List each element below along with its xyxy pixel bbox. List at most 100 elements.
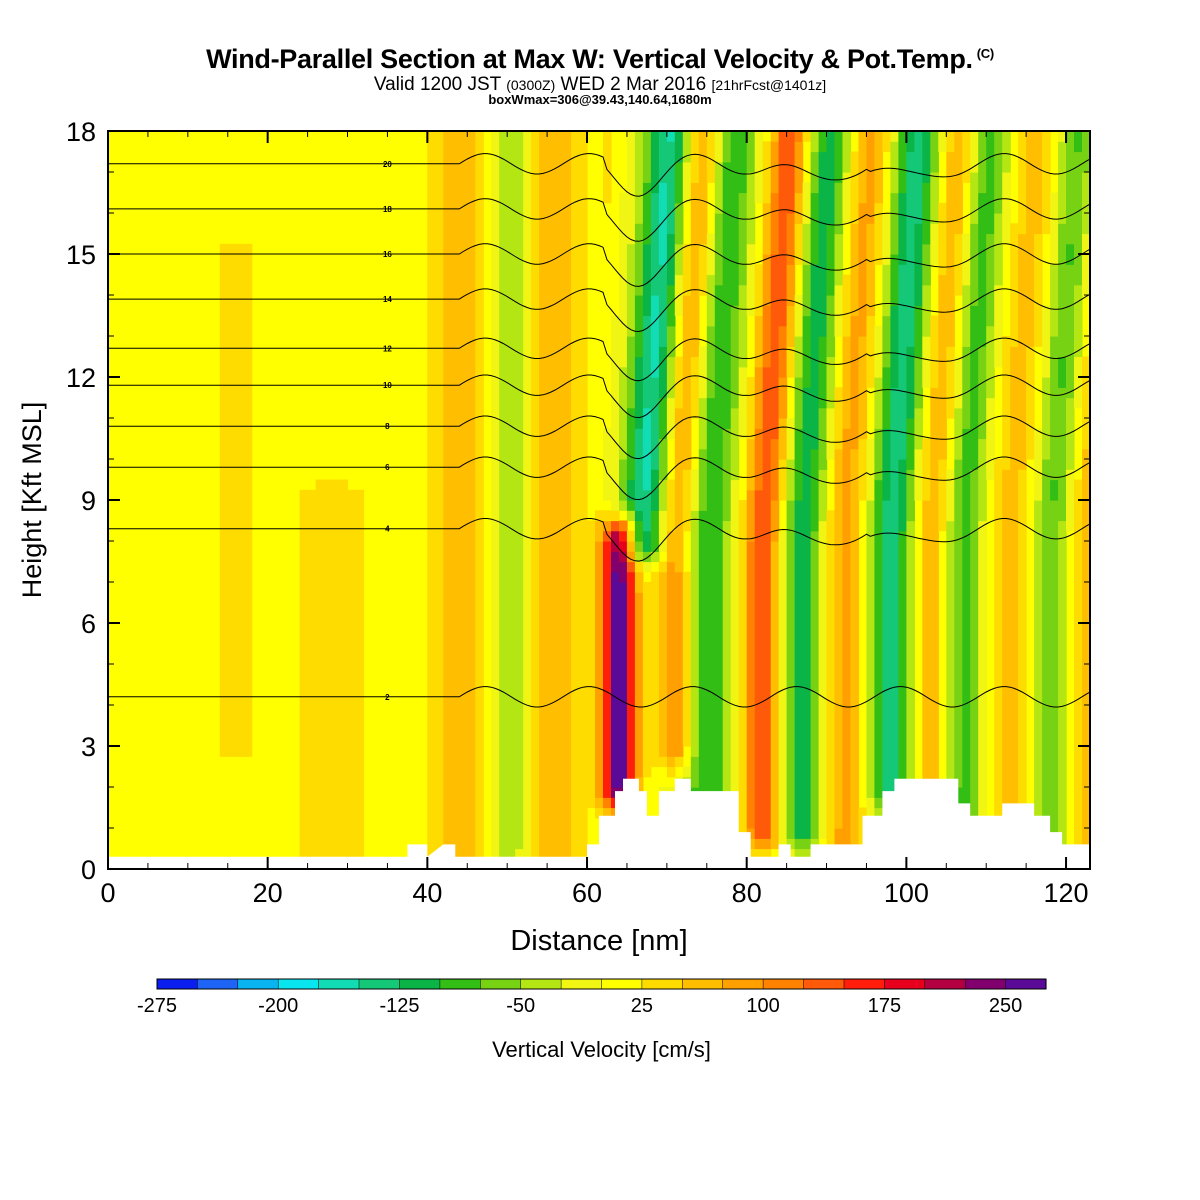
velocity-cell xyxy=(938,274,947,460)
velocity-cell xyxy=(858,202,868,337)
velocity-cell xyxy=(1050,336,1059,481)
velocity-cell xyxy=(858,131,868,204)
x-tick-label: 100 xyxy=(884,878,929,908)
velocity-cell xyxy=(978,346,987,440)
velocity-cell xyxy=(619,192,628,368)
velocity-cell xyxy=(690,131,700,183)
velocity-cell xyxy=(754,489,764,839)
velocity-cell xyxy=(603,807,612,819)
velocity-cell xyxy=(1058,131,1067,142)
velocity-cell xyxy=(1002,131,1011,173)
velocity-cell xyxy=(1074,356,1083,409)
velocity-cell xyxy=(730,407,740,481)
velocity-cell xyxy=(818,151,828,337)
velocity-cell xyxy=(850,315,860,450)
velocity-cell xyxy=(1026,131,1035,347)
velocity-cell xyxy=(1082,448,1090,860)
theta-contour-line xyxy=(108,337,1090,382)
velocity-cell xyxy=(874,807,883,819)
velocity-cell xyxy=(603,428,612,501)
velocity-cell xyxy=(826,510,836,850)
velocity-cell xyxy=(866,500,876,798)
velocity-cell xyxy=(770,192,780,255)
velocity-cell xyxy=(794,428,804,501)
velocity-cell xyxy=(642,407,652,491)
velocity-cell xyxy=(619,561,628,583)
velocity-cell xyxy=(666,131,676,142)
velocity-cell xyxy=(914,356,923,409)
theta-contour-line xyxy=(108,198,1090,242)
velocity-cell xyxy=(866,131,876,224)
velocity-cell xyxy=(794,192,804,224)
velocity-cell xyxy=(666,284,676,327)
velocity-cell xyxy=(962,428,971,839)
velocity-cell xyxy=(986,131,995,235)
velocity-cell xyxy=(914,407,923,450)
velocity-cell xyxy=(674,571,684,757)
velocity-cell xyxy=(674,131,684,163)
velocity-cell xyxy=(834,448,844,829)
colorbar-swatch xyxy=(682,978,724,990)
velocity-cell xyxy=(994,459,1003,869)
theta-contour-label: 8 xyxy=(385,422,390,431)
theta-contours: 2 4 6 8 10 12 14 16 18 20 xyxy=(108,153,1090,708)
theta-contour-label: 4 xyxy=(385,525,390,534)
theta-contour-line xyxy=(108,686,1090,708)
velocity-cell xyxy=(1082,356,1090,450)
velocity-cell xyxy=(914,448,923,501)
velocity-cell xyxy=(611,510,620,522)
velocity-cell xyxy=(722,428,732,522)
velocity-cell xyxy=(243,243,253,757)
velocity-cell xyxy=(770,131,780,142)
velocity-cell xyxy=(603,510,612,522)
velocity-cell xyxy=(650,510,660,552)
velocity-cell xyxy=(738,192,748,286)
velocity-cell xyxy=(674,756,684,768)
velocity-cell xyxy=(507,131,516,860)
velocity-cell xyxy=(842,274,852,337)
velocity-cell xyxy=(1018,131,1027,235)
velocity-cell xyxy=(1042,377,1051,460)
velocity-cell xyxy=(882,315,891,368)
velocity-cell xyxy=(1058,520,1067,869)
velocity-cell xyxy=(994,284,1003,368)
velocity-cell xyxy=(930,387,939,798)
velocity-cell xyxy=(794,377,804,429)
velocity-cell xyxy=(611,530,620,552)
velocity-cell xyxy=(1050,264,1059,337)
velocity-cell xyxy=(666,397,676,440)
colorbar-swatch xyxy=(843,978,885,990)
velocity-cell xyxy=(451,131,460,869)
velocity-cell xyxy=(794,848,804,860)
theta-contour-line xyxy=(108,243,1090,287)
velocity-cell xyxy=(706,233,716,276)
velocity-cell xyxy=(706,131,716,183)
velocity-cell xyxy=(626,561,636,573)
velocity-cell xyxy=(834,828,844,860)
velocity-cell xyxy=(642,243,652,317)
velocity-cell xyxy=(890,387,899,798)
velocity-cell xyxy=(603,541,612,798)
velocity-cell xyxy=(619,530,628,542)
velocity-cell xyxy=(1002,469,1011,860)
velocity-cell xyxy=(706,397,716,819)
velocity-cell xyxy=(762,838,772,850)
velocity-cell xyxy=(778,418,788,460)
velocity-cell xyxy=(802,848,812,860)
velocity-cell xyxy=(802,131,812,142)
velocity-cell xyxy=(1010,223,1019,347)
velocity-cell xyxy=(1042,131,1051,235)
velocity-cell xyxy=(1066,243,1075,265)
velocity-cell xyxy=(818,469,828,522)
velocity-cell xyxy=(802,838,812,850)
velocity-cell xyxy=(866,223,876,317)
velocity-cell xyxy=(531,131,540,860)
velocity-cell xyxy=(890,141,899,194)
velocity-cell xyxy=(690,756,700,788)
velocity-cell xyxy=(427,131,436,869)
velocity-cell xyxy=(882,366,891,429)
velocity-cell xyxy=(658,438,668,481)
velocity-cell xyxy=(547,131,556,860)
velocity-cell xyxy=(946,469,955,522)
velocity-cell xyxy=(906,346,915,419)
